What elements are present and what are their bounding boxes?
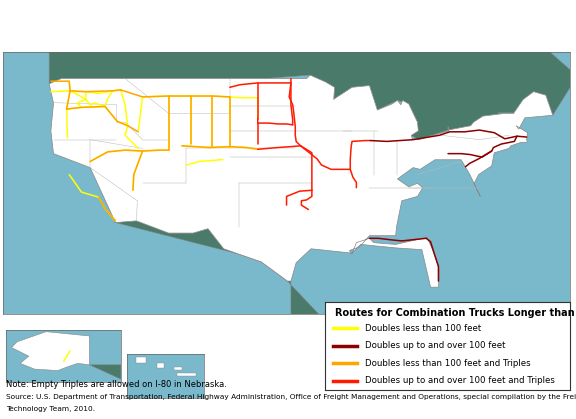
Polygon shape [115, 221, 465, 419]
Text: Routes for Combination Trucks Longer than 60 feet: Routes for Combination Trucks Longer tha… [335, 308, 576, 318]
Polygon shape [177, 373, 196, 376]
Text: Technology Team, 2010.: Technology Team, 2010. [6, 406, 95, 411]
Text: Doubles up to and over 100 feet: Doubles up to and over 100 feet [365, 341, 505, 350]
Text: Doubles up to and over 100 feet and Triples: Doubles up to and over 100 feet and Trip… [365, 376, 555, 385]
Polygon shape [175, 367, 182, 370]
Polygon shape [0, 0, 570, 140]
Polygon shape [135, 357, 146, 363]
Text: Doubles less than 100 feet: Doubles less than 100 feet [365, 323, 481, 333]
Polygon shape [89, 365, 121, 379]
Polygon shape [49, 75, 553, 287]
Polygon shape [12, 332, 89, 370]
Polygon shape [157, 363, 165, 368]
Text: Note: Empty Triples are allowed on I-80 in Nebraska.: Note: Empty Triples are allowed on I-80 … [6, 380, 226, 389]
Text: Source: U.S. Department of Transportation, Federal Highway Administration, Offic: Source: U.S. Department of Transportatio… [6, 394, 576, 400]
Text: Doubles less than 100 feet and Triples: Doubles less than 100 feet and Triples [365, 359, 530, 368]
